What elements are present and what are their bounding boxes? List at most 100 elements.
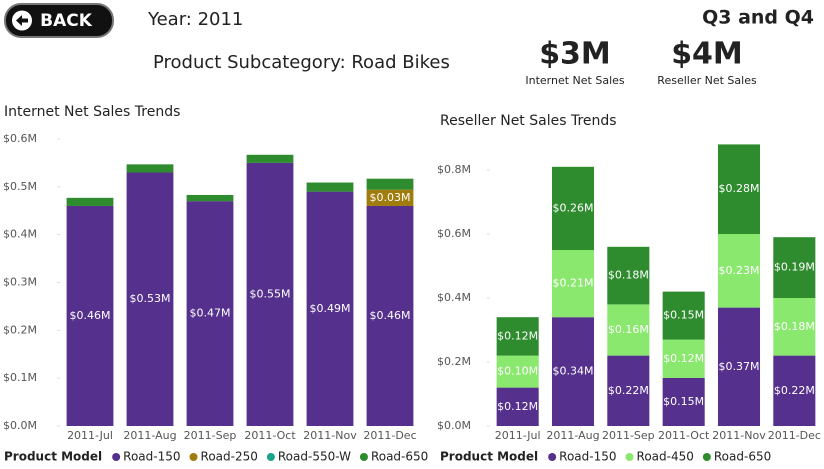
bar-segment [717, 307, 761, 426]
back-button[interactable]: BACK [4, 3, 114, 38]
data-label: $0.23M [719, 264, 760, 277]
legend-title: Product Model [440, 450, 538, 464]
bar-segment [126, 172, 174, 426]
bar-segment [366, 205, 414, 426]
bar-segment [551, 250, 595, 318]
x-tick-label: 2011-Dec [768, 429, 821, 442]
bar-segment [551, 317, 595, 426]
bar-segment [662, 378, 705, 426]
back-label[interactable]: BACK [40, 11, 93, 31]
bar-segment [607, 304, 650, 356]
bar-segment [306, 191, 354, 426]
data-label: $0.37M [719, 360, 760, 373]
legend-label: Road-150 [123, 450, 180, 464]
bar-segment [496, 355, 539, 388]
chart-title: Internet Net Sales Trends [4, 104, 180, 120]
legend-label: Road-250 [201, 450, 258, 464]
bar-segment [662, 339, 705, 378]
x-tick-label: 2011-Nov [303, 429, 357, 442]
x-tick-label: 2011-Jul [67, 429, 113, 442]
period-label: Q3 and Q4 [702, 7, 814, 29]
data-label: $0.12M [663, 352, 704, 365]
data-label: $0.15M [663, 309, 704, 322]
data-label: $0.22M [608, 384, 649, 397]
y-tick-label: $0.8M [437, 163, 471, 176]
x-tick-label: 2011-Aug [123, 429, 176, 442]
legend-swatch [112, 453, 121, 461]
y-tick-label: $0.4M [3, 228, 37, 241]
kpi-label: Reseller Net Sales [657, 74, 757, 87]
legend-swatch [189, 453, 198, 461]
y-tick-label: $0.2M [3, 323, 37, 336]
bar-segment [126, 164, 174, 173]
data-label: $0.16M [608, 323, 649, 336]
data-label: $0.49M [310, 302, 351, 315]
bar-segment [551, 166, 595, 250]
data-label: $0.10M [497, 365, 538, 378]
bar-segment [717, 234, 761, 308]
year-label: Year: 2011 [147, 9, 243, 30]
data-label: $0.46M [370, 309, 411, 322]
data-label: $0.34M [553, 365, 594, 378]
x-tick-label: 2011-Dec [363, 429, 416, 442]
bar-segment [662, 291, 705, 340]
bar-segment [186, 194, 234, 202]
legend-label: Road-650 [371, 450, 428, 464]
y-tick-label: $0.0M [3, 419, 37, 432]
legend-label: Road-150 [559, 450, 616, 464]
y-tick-label: $0.5M [3, 180, 37, 193]
bar-segment [246, 162, 294, 426]
legend-label: Road-550-W [278, 450, 351, 464]
legend-title: Product Model [4, 450, 102, 464]
x-tick-label: 2011-Aug [546, 429, 599, 442]
back-arrow[interactable] [16, 15, 28, 26]
x-tick-label: 2011-Oct [244, 429, 296, 442]
x-tick-label: 2011-Sep [602, 429, 655, 442]
legend-swatch [359, 453, 368, 461]
legend-label: Road-650 [714, 450, 771, 464]
data-label: $0.55M [250, 287, 291, 300]
back-button-bg[interactable] [4, 3, 114, 38]
x-tick-label: 2011-Oct [658, 429, 710, 442]
bar-segment [366, 178, 414, 190]
data-label: $0.15M [663, 395, 704, 408]
bar-segment [306, 182, 354, 192]
data-label: $0.26M [553, 201, 594, 214]
chart-title: Reseller Net Sales Trends [440, 113, 617, 129]
bar-segment [496, 387, 539, 426]
data-label: $0.18M [774, 320, 815, 333]
data-label: $0.18M [608, 269, 649, 282]
data-label: $0.12M [497, 400, 538, 413]
data-label: $0.46M [70, 309, 111, 322]
y-tick-label: $0.6M [3, 132, 37, 145]
y-tick-label: $0.6M [437, 227, 471, 240]
y-tick-label: $0.4M [437, 291, 471, 304]
bar-segment [496, 317, 539, 356]
legend-swatch [625, 453, 634, 461]
y-tick-label: $0.1M [3, 371, 37, 384]
x-tick-label: 2011-Jul [495, 429, 541, 442]
bar-segment [66, 205, 114, 426]
x-tick-label: 2011-Sep [184, 429, 237, 442]
bar-segment [66, 197, 114, 206]
x-tick-label: 2011-Nov [712, 429, 766, 442]
data-label: $0.53M [130, 292, 171, 305]
data-label: $0.19M [774, 261, 815, 274]
y-tick-label: $0.3M [3, 276, 37, 289]
data-label: $0.03M [370, 191, 411, 204]
kpi-label: Internet Net Sales [525, 74, 625, 87]
kpi-value: $3M [539, 37, 611, 72]
bar-segment [773, 355, 816, 426]
data-label: $0.28M [719, 182, 760, 195]
bar-segment [607, 246, 650, 305]
bar-segment [773, 237, 816, 298]
legend-swatch [702, 453, 711, 461]
data-label: $0.47M [190, 307, 231, 320]
y-tick-label: $0.2M [437, 355, 471, 368]
data-label: $0.12M [497, 329, 538, 342]
bar-segment [246, 154, 294, 163]
y-tick-label: $0.0M [437, 419, 471, 432]
subcategory-label: Product Subcategory: Road Bikes [153, 52, 450, 73]
legend-swatch [548, 453, 557, 461]
